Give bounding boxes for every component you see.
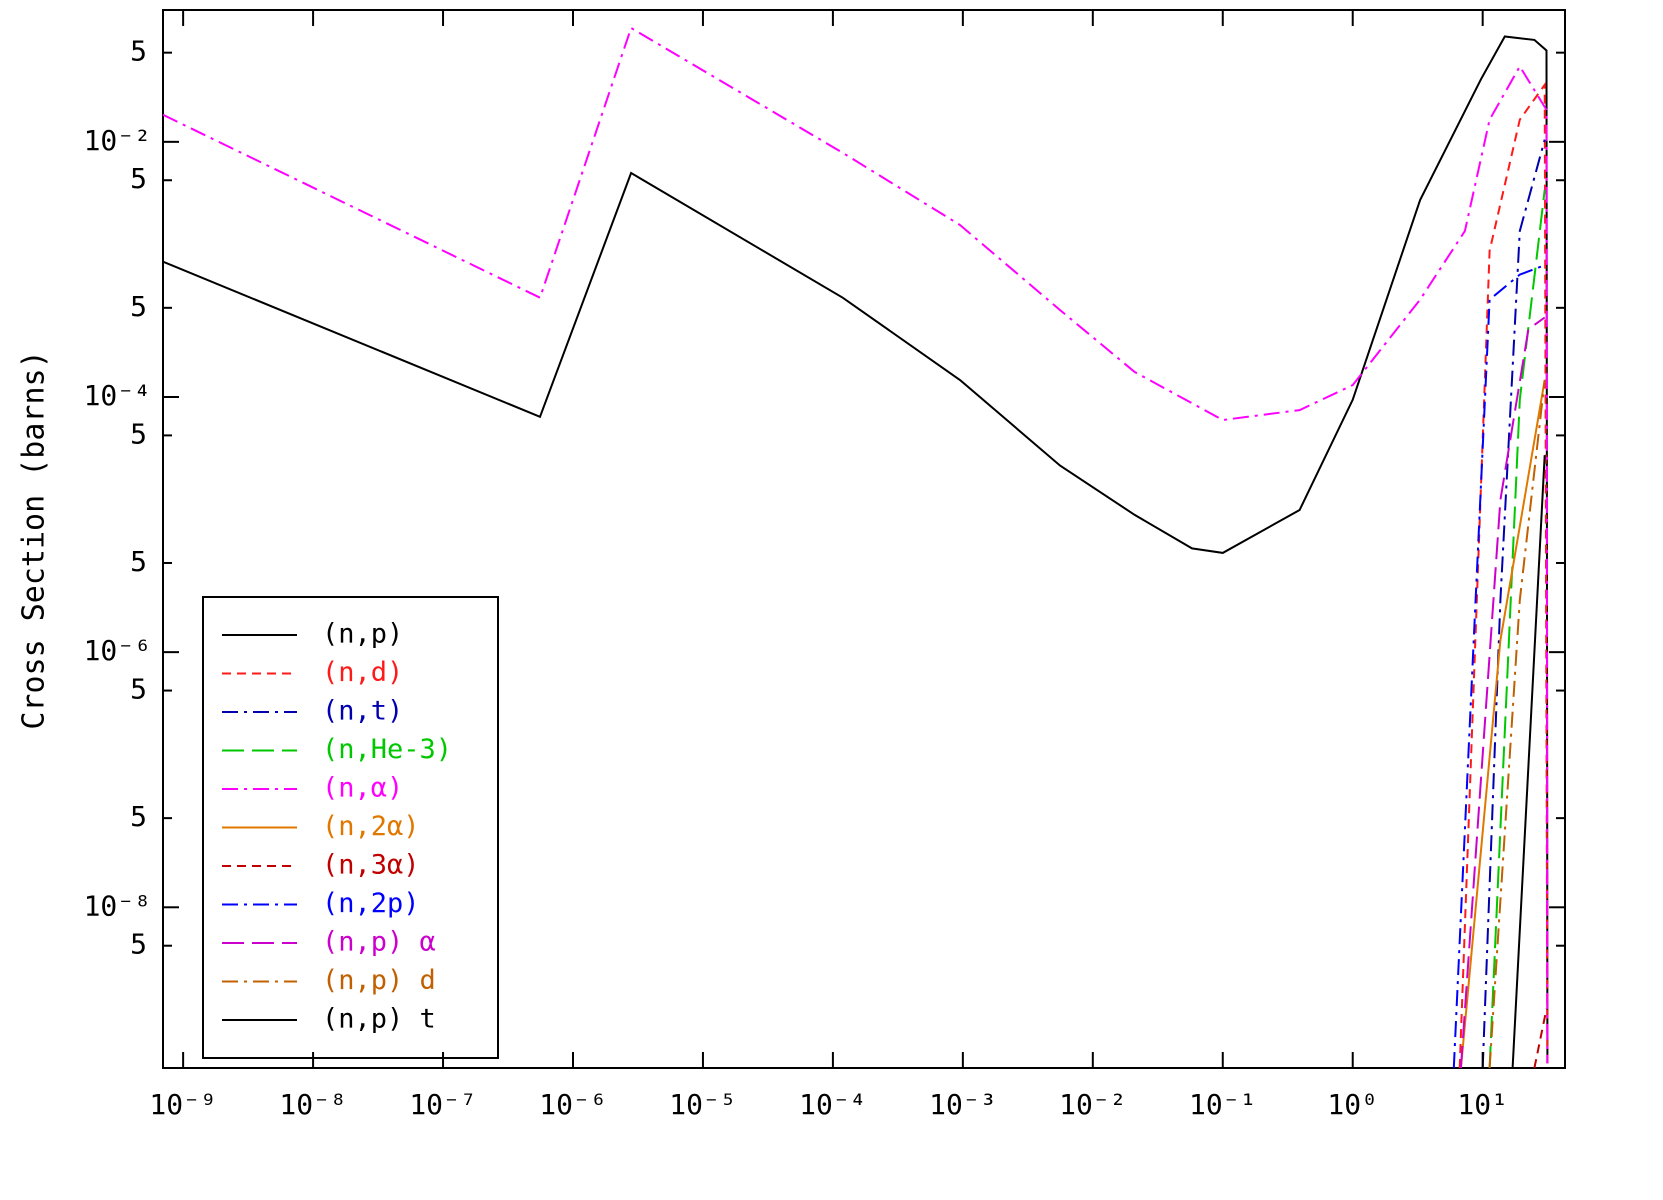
x-tick-label: 10⁻⁶: [539, 1088, 606, 1121]
y-tick-label: 5: [130, 800, 147, 833]
x-tick-label: 10⁻²: [1059, 1088, 1126, 1121]
series-line: [1452, 264, 1546, 1068]
legend-text: (n,p): [322, 619, 403, 650]
series-line: [1459, 316, 1546, 1068]
legend-text: (n,2p): [322, 888, 420, 919]
x-tick-label: 10¹: [1457, 1088, 1508, 1121]
series-line: [1481, 139, 1546, 1068]
series-line: [163, 35, 1549, 1064]
y-tick-label: 10⁻²: [84, 124, 151, 157]
series-line: [1488, 379, 1546, 1068]
y-tick-label: 5: [130, 290, 147, 323]
legend-text: (n,He-3): [322, 734, 452, 765]
series-line: [1533, 1008, 1548, 1068]
y-axis-label: Cross Section (barns): [17, 350, 52, 729]
lines: [163, 26, 1549, 1068]
x-tick-label: 10⁻⁵: [669, 1088, 736, 1121]
x-tick-label: 10⁰: [1327, 1088, 1378, 1121]
series-line: [1511, 455, 1546, 1068]
series-line: [1488, 189, 1546, 1068]
y-tick-label: 10⁻⁴: [84, 379, 151, 412]
legend-text: (n,p) d: [322, 965, 436, 996]
legend-text: (n,t): [322, 696, 403, 727]
legend-text: (n,d): [322, 657, 403, 688]
legend-text: (n,p) t: [322, 1004, 436, 1035]
y-tick-label: 5: [130, 162, 147, 195]
y-tick-label: 5: [130, 35, 147, 68]
x-tick-label: 10⁻³: [929, 1088, 996, 1121]
x-tick-label: 10⁻⁷: [409, 1088, 476, 1121]
y-tick-label: 5: [130, 928, 147, 961]
y-tick-label: 5: [130, 545, 147, 578]
y-tick-label: 10⁻⁸: [84, 889, 151, 922]
y-tick-label: 5: [130, 417, 147, 450]
legend-text: (n,2α): [322, 811, 420, 842]
x-tick-label: 10⁻⁹: [149, 1088, 216, 1121]
x-tick-label: 10⁻⁴: [799, 1088, 866, 1121]
y-tick-label: 10⁻⁶: [84, 634, 151, 667]
legend-text: (n,α): [322, 773, 403, 804]
x-tick-label: 10⁻¹: [1189, 1088, 1256, 1121]
legend-text: (n,3α): [322, 850, 420, 881]
series-line: [1458, 81, 1549, 1068]
plot-frame: [162, 9, 1566, 1069]
series-line: [1459, 379, 1546, 1068]
y-tick-label: 5: [130, 673, 147, 706]
x-tick-label: 10⁻⁸: [279, 1088, 346, 1121]
legend-text: (n,p) α: [322, 927, 436, 958]
